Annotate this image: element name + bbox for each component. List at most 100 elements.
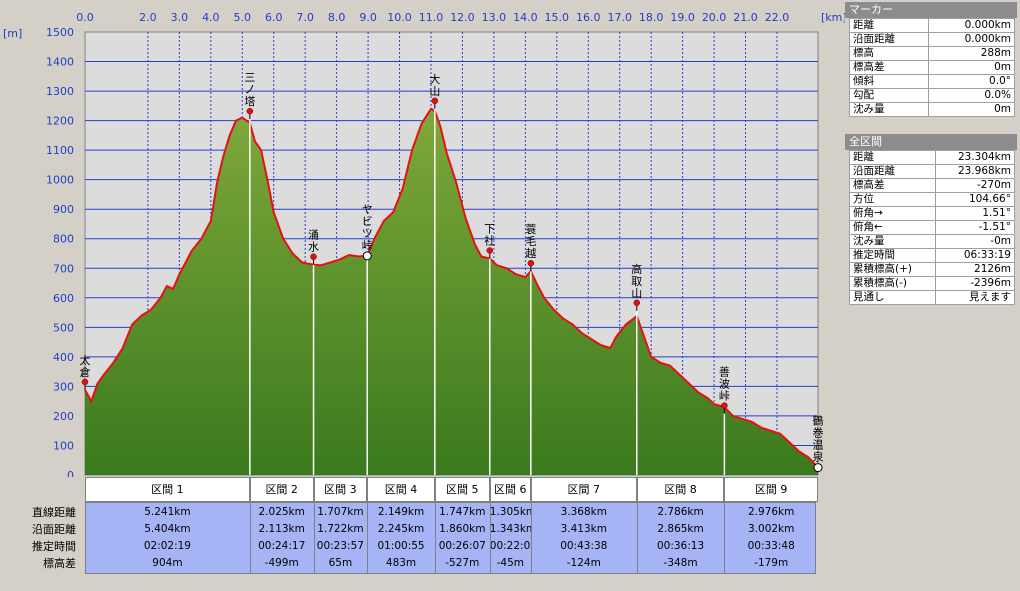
waypoint-label: ヤビツ峠 (362, 203, 373, 252)
section-row-label: 推定時間 (32, 540, 76, 553)
section-straight-cell: 1.707km (317, 506, 364, 518)
section-header[interactable]: 区間 3 (313, 477, 368, 502)
waypoint-label: 鶴巻温泉 (813, 414, 824, 464)
waypoint-label: 高取山 (631, 262, 642, 300)
section-stats-area (85, 502, 816, 574)
axes: 0 100 200 300 400 500 600 700 800 900 1000 1100 1200… (46, 11, 789, 477)
pin-marker[interactable] (633, 299, 641, 307)
marker-label: 沈み量 (849, 102, 929, 117)
marker-label: 傾斜 (849, 74, 929, 89)
total-row: 見通し 見えます (848, 290, 1015, 305)
x-tick-label: 8.0 (328, 11, 346, 24)
section-surface-cell: 1.343km (489, 523, 531, 535)
total-row: 俯角→ 1.51° (848, 206, 1015, 221)
x-tick-label: 12.0 (450, 11, 475, 24)
section-header[interactable]: 区間 2 (249, 477, 314, 502)
x-tick-label: 22.0 (765, 11, 790, 24)
total-label: 見通し (848, 290, 937, 305)
section-header[interactable]: 区間 4 (367, 477, 435, 502)
total-value: -2396m (935, 276, 1015, 291)
total-row: 沈み量 -0m (848, 234, 1015, 249)
x-tick-label: 3.0 (171, 11, 189, 24)
total-value: 104.66° (935, 192, 1015, 207)
marker-value: 0.0° (927, 74, 1016, 89)
total-value: 2126m (935, 262, 1015, 277)
section-header[interactable]: 区間 5 (434, 477, 490, 502)
section-time-cell: 00:23:57 (316, 540, 364, 552)
section-header[interactable]: 区間 8 (636, 477, 725, 502)
section-header[interactable]: 区間 1 (85, 477, 250, 502)
section-elev_diff-cell: -348m (663, 557, 698, 569)
total-value: -1.51° (935, 220, 1015, 235)
section-straight-cell: 2.025km (258, 506, 305, 518)
total-label: 累積標高(+) (848, 262, 937, 277)
section-straight-cell: 2.976km (748, 506, 795, 518)
x-tick-label: 19.0 (670, 11, 695, 24)
pin-marker[interactable] (310, 253, 317, 260)
section-row-label: 直線距離 (32, 506, 76, 519)
section-column-divider (530, 502, 532, 574)
marker-value: 0.000km (927, 32, 1016, 47)
section-time-cell: 01:00:55 (377, 540, 425, 552)
pin-marker[interactable] (431, 97, 439, 105)
section-column-divider (434, 502, 436, 574)
section-row-label: 標高差 (43, 557, 76, 570)
section-column-divider (724, 502, 726, 574)
elevation-chart: 0 100 200 300 400 500 600 700 800 900 1000 1100 1200… (3, 11, 845, 477)
marker-label: 標高 (849, 46, 929, 61)
pin-marker[interactable] (721, 402, 728, 409)
waypoint-label: 三ノ塔 (244, 71, 255, 108)
total-row: 方位 104.66° (848, 192, 1015, 207)
section-row-label: 沿面距離 (32, 523, 76, 536)
x-tick-label: 10.0 (387, 11, 412, 24)
section-elev_diff-cell: -179m (754, 557, 789, 569)
marker-row: 標高差 0m (849, 60, 1016, 75)
y-tick-label: 600 (53, 292, 74, 305)
section-straight-cell: 1.305km (489, 506, 531, 518)
total-row: 俯角← -1.51° (848, 220, 1015, 235)
section-time-cell: 00:22:00 (489, 540, 531, 552)
x-tick-label: 2.0 (139, 11, 157, 24)
waypoint-label: 下社 (484, 223, 495, 248)
section-surface-cell: 2.245km (377, 523, 425, 535)
pin-marker[interactable] (246, 107, 254, 115)
section-surface-cell: 1.722km (317, 523, 364, 535)
pin-marker[interactable] (527, 259, 535, 267)
y-tick-label: 300 (53, 380, 74, 393)
x-tick-label: 4.0 (202, 11, 220, 24)
total-value: 06:33:19 (935, 248, 1015, 263)
y-tick-label: 0 (67, 469, 74, 477)
x-tick-label: 6.0 (265, 11, 283, 24)
section-time-cell: 00:33:48 (747, 540, 795, 552)
section-header[interactable]: 区間 6 (489, 477, 531, 502)
y-tick-label: 1100 (46, 144, 74, 157)
total-value: -270m (935, 178, 1015, 193)
total-panel: 全区間 距離 23.304km 沿面距離 23.968km 標高差 -270m 方位 104.… (845, 134, 1017, 305)
marker-value: 0.0% (927, 88, 1016, 103)
section-elev_diff-cell: -527m (445, 557, 480, 569)
section-header[interactable]: 区間 7 (530, 477, 637, 502)
marker-row: 傾斜 0.0° (849, 74, 1016, 89)
pin-marker[interactable] (486, 247, 494, 254)
x-tick-label: 5.0 (234, 11, 252, 24)
total-value: -0m (935, 234, 1015, 249)
section-header[interactable]: 区間 9 (724, 477, 818, 502)
marker-row: 沿面距離 0.000km (849, 32, 1016, 47)
section-time-cell: 00:36:13 (656, 540, 705, 552)
pin-marker[interactable] (81, 378, 89, 386)
x-tick-label: 7.0 (296, 11, 314, 24)
y-tick-label: 1300 (46, 85, 74, 98)
section-surface-cell: 1.860km (439, 523, 486, 535)
circle-marker[interactable] (362, 251, 372, 261)
circle-marker[interactable] (813, 463, 823, 473)
total-label: 俯角← (848, 220, 937, 235)
y-tick-label: 200 (53, 410, 74, 423)
section-straight-cell: 2.786km (657, 506, 704, 518)
marker-label: 距離 (849, 18, 929, 33)
section-dividers (249, 108, 726, 475)
section-elev_diff-cell: 904m (152, 557, 183, 569)
marker-label: 勾配 (849, 88, 929, 103)
total-value: 1.51° (935, 206, 1015, 221)
y-tick-label: 400 (53, 351, 74, 364)
